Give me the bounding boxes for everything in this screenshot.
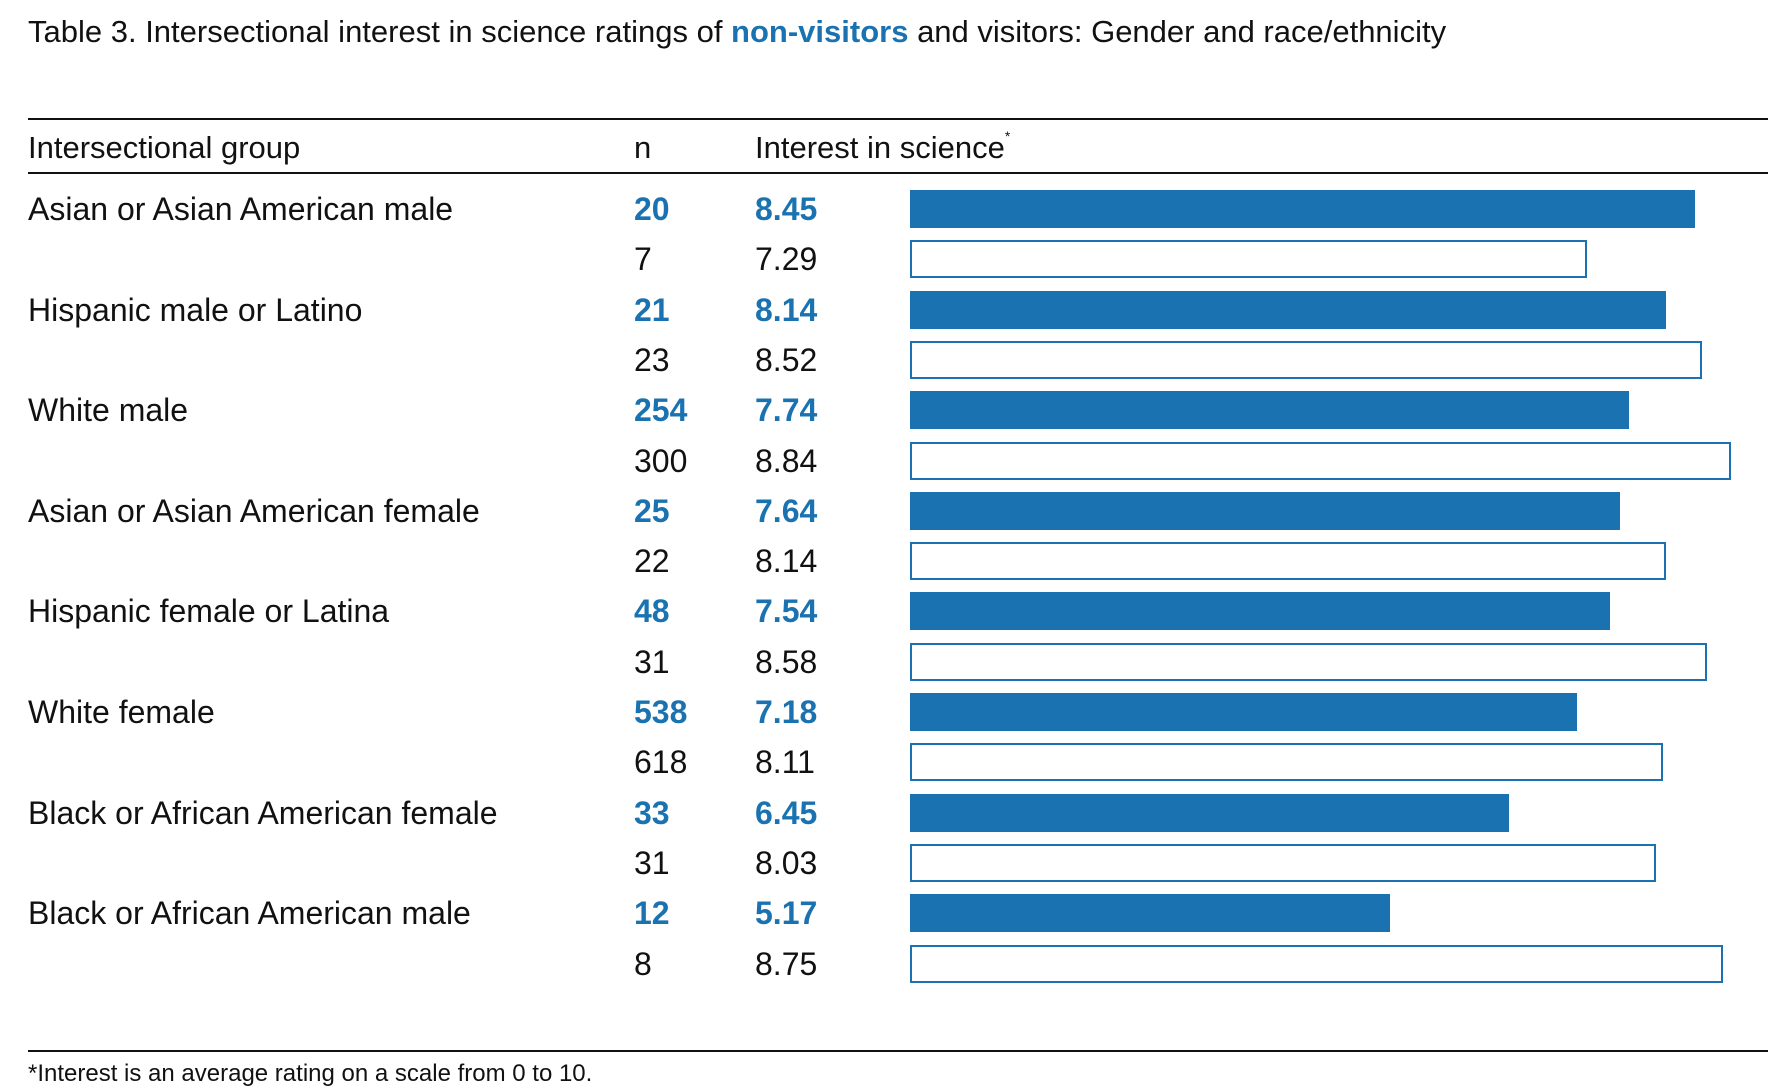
title-suffix: and visitors: Gender and race/ethnicity bbox=[908, 14, 1447, 49]
bar-nonvisitor bbox=[910, 592, 1611, 631]
value-label-nonvisitor: 6.45 bbox=[755, 794, 818, 831]
top-rule bbox=[28, 118, 1768, 120]
n-nonvisitor: 538 bbox=[634, 694, 688, 730]
bar-visitor bbox=[910, 240, 1588, 279]
n-nonvisitor: 254 bbox=[634, 392, 688, 429]
table-title: Table 3. Intersectional interest in scie… bbox=[28, 14, 1446, 50]
n-nonvisitor: 33 bbox=[634, 794, 670, 831]
header-rule bbox=[28, 172, 1768, 174]
n-nonvisitor: 12 bbox=[634, 895, 670, 932]
bar-visitor bbox=[910, 843, 1656, 882]
n-visitor: 300 bbox=[634, 442, 688, 479]
bar-visitor bbox=[910, 642, 1708, 681]
header-interest: Interest in science* bbox=[755, 128, 1011, 166]
bar-nonvisitor bbox=[910, 894, 1391, 933]
bar-nonvisitor bbox=[910, 693, 1578, 731]
header-n: n bbox=[634, 130, 652, 165]
header-interest-label: Interest in science bbox=[755, 130, 1005, 165]
bar-visitor bbox=[910, 441, 1732, 480]
value-label-visitor: 8.52 bbox=[755, 341, 818, 378]
bar-visitor bbox=[910, 743, 1664, 782]
header-footnote-mark: * bbox=[1004, 128, 1011, 144]
n-visitor: 23 bbox=[634, 341, 670, 378]
value-label-nonvisitor: 8.45 bbox=[755, 191, 818, 227]
footnote: *Interest is an average rating on a scal… bbox=[28, 1060, 593, 1087]
value-label-visitor: 8.84 bbox=[755, 442, 818, 479]
group-label: Black or African American female bbox=[28, 794, 498, 831]
bar-nonvisitor bbox=[910, 491, 1620, 530]
header-group: Intersectional group bbox=[28, 130, 301, 165]
n-visitor: 618 bbox=[634, 744, 688, 781]
value-label-nonvisitor: 8.14 bbox=[755, 291, 818, 328]
n-nonvisitor: 20 bbox=[634, 191, 670, 227]
value-label-visitor: 8.75 bbox=[755, 945, 818, 982]
n-visitor: 31 bbox=[634, 844, 670, 881]
group-label: Hispanic male or Latino bbox=[28, 291, 363, 328]
value-label-visitor: 8.14 bbox=[755, 543, 818, 580]
title-prefix: Table 3. Intersectional interest in scie… bbox=[28, 14, 732, 49]
n-visitor: 22 bbox=[634, 543, 670, 580]
bar-nonvisitor bbox=[910, 190, 1695, 228]
group-label: Asian or Asian American female bbox=[28, 492, 480, 529]
value-label-nonvisitor: 7.64 bbox=[755, 492, 818, 529]
value-label-nonvisitor: 5.17 bbox=[755, 895, 818, 932]
value-label-visitor: 7.29 bbox=[755, 241, 818, 278]
bar-visitor bbox=[910, 340, 1702, 379]
value-label-nonvisitor: 7.18 bbox=[755, 694, 818, 730]
bar-nonvisitor bbox=[910, 290, 1667, 329]
bar-visitor bbox=[910, 944, 1723, 983]
bar-visitor bbox=[910, 542, 1667, 581]
value-label-visitor: 8.58 bbox=[755, 643, 818, 680]
group-label: Black or African American male bbox=[28, 895, 471, 932]
value-label-nonvisitor: 7.54 bbox=[755, 593, 818, 630]
group-label: Hispanic female or Latina bbox=[28, 593, 390, 630]
bar-nonvisitor bbox=[910, 793, 1510, 832]
n-visitor: 31 bbox=[634, 643, 670, 680]
group-label: Asian or Asian American male bbox=[28, 191, 454, 227]
n-nonvisitor: 48 bbox=[634, 593, 670, 630]
value-label-visitor: 8.03 bbox=[755, 844, 818, 881]
n-visitor: 8 bbox=[634, 945, 652, 982]
value-label-visitor: 8.11 bbox=[755, 744, 815, 781]
bottom-rule bbox=[28, 1050, 1768, 1052]
value-label-nonvisitor: 7.74 bbox=[755, 392, 818, 429]
n-nonvisitor: 21 bbox=[634, 291, 670, 328]
group-label: White female bbox=[28, 694, 215, 730]
bar-nonvisitor bbox=[910, 391, 1630, 430]
n-visitor: 7 bbox=[634, 241, 652, 278]
n-nonvisitor: 25 bbox=[634, 492, 670, 529]
group-label: White male bbox=[28, 392, 189, 429]
title-highlight: non-visitors bbox=[731, 14, 909, 49]
